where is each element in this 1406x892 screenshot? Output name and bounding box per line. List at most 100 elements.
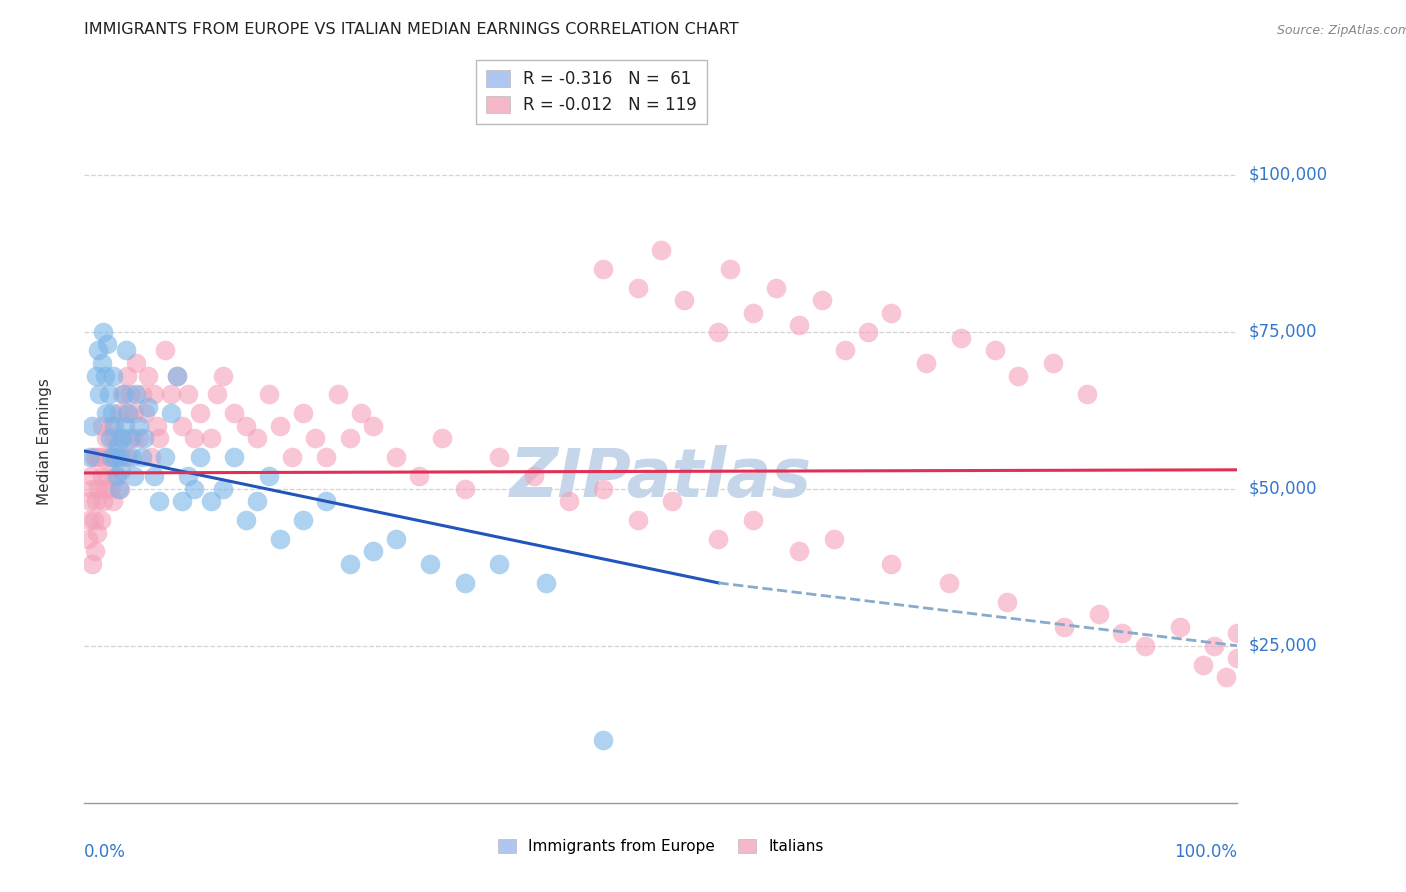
Text: Source: ZipAtlas.com: Source: ZipAtlas.com	[1277, 24, 1406, 37]
Text: $100,000: $100,000	[1249, 166, 1327, 184]
Point	[172, 418, 194, 433]
Point	[557, 494, 579, 508]
Point	[984, 343, 1007, 358]
Point	[188, 450, 211, 465]
Point	[1226, 626, 1249, 640]
Point	[1133, 639, 1156, 653]
Point	[142, 387, 165, 401]
Point	[1204, 639, 1226, 653]
Point	[114, 418, 136, 433]
Point	[592, 261, 614, 276]
Point	[108, 406, 131, 420]
Point	[224, 450, 246, 465]
Point	[166, 368, 188, 383]
Point	[84, 494, 107, 508]
Point	[811, 293, 834, 308]
Point	[172, 494, 194, 508]
Point	[86, 525, 108, 540]
Point	[96, 469, 118, 483]
Point	[787, 318, 810, 333]
Point	[111, 387, 134, 401]
Point	[246, 431, 269, 445]
Point	[91, 325, 114, 339]
Point	[661, 494, 683, 508]
Point	[90, 418, 112, 433]
Point	[384, 532, 406, 546]
Point	[188, 406, 211, 420]
Point	[858, 325, 880, 339]
Point	[96, 337, 118, 351]
Text: $25,000: $25,000	[1249, 637, 1317, 655]
Point	[122, 469, 145, 483]
Point	[105, 469, 128, 483]
Point	[141, 450, 163, 465]
Point	[834, 343, 856, 358]
Point	[77, 513, 100, 527]
Point	[205, 387, 228, 401]
Point	[96, 406, 118, 420]
Point	[110, 431, 132, 445]
Point	[128, 418, 150, 433]
Point	[87, 343, 110, 358]
Text: IMMIGRANTS FROM EUROPE VS ITALIAN MEDIAN EARNINGS CORRELATION CHART: IMMIGRANTS FROM EUROPE VS ITALIAN MEDIAN…	[84, 22, 740, 37]
Point	[101, 406, 124, 420]
Point	[101, 450, 124, 465]
Point	[488, 557, 510, 571]
Point	[315, 494, 337, 508]
Point	[534, 575, 557, 590]
Point	[627, 280, 650, 294]
Point	[148, 494, 170, 508]
Point	[100, 418, 122, 433]
Point	[1088, 607, 1111, 622]
Point	[89, 513, 111, 527]
Point	[82, 557, 104, 571]
Point	[76, 532, 98, 546]
Point	[136, 400, 159, 414]
Text: 0.0%: 0.0%	[84, 843, 127, 861]
Point	[131, 450, 153, 465]
Point	[93, 450, 115, 465]
Point	[326, 387, 349, 401]
Point	[100, 450, 122, 465]
Point	[1042, 356, 1064, 370]
Point	[120, 387, 142, 401]
Point	[90, 356, 112, 370]
Point	[90, 469, 112, 483]
Point	[111, 431, 134, 445]
Point	[592, 733, 614, 747]
Point	[718, 261, 741, 276]
Point	[115, 406, 138, 420]
Text: ZIPatlas: ZIPatlas	[510, 445, 811, 510]
Point	[83, 544, 105, 558]
Point	[211, 368, 233, 383]
Point	[82, 418, 104, 433]
Point	[89, 387, 111, 401]
Point	[235, 513, 257, 527]
Point	[224, 406, 246, 420]
Point	[83, 450, 105, 465]
Point	[104, 450, 127, 465]
Point	[707, 325, 730, 339]
Point	[115, 343, 138, 358]
Point	[107, 438, 129, 452]
Point	[269, 532, 291, 546]
Point	[83, 513, 105, 527]
Text: $75,000: $75,000	[1249, 323, 1317, 341]
Point	[384, 450, 406, 465]
Point	[94, 368, 117, 383]
Point	[787, 544, 810, 558]
Point	[89, 450, 111, 465]
Point	[350, 406, 373, 420]
Point	[765, 280, 787, 294]
Point	[82, 482, 104, 496]
Point	[148, 431, 170, 445]
Point	[84, 368, 107, 383]
Point	[183, 482, 205, 496]
Point	[1007, 368, 1029, 383]
Point	[304, 431, 326, 445]
Point	[153, 450, 176, 465]
Point	[408, 469, 430, 483]
Point	[361, 544, 384, 558]
Point	[97, 387, 120, 401]
Point	[454, 575, 477, 590]
